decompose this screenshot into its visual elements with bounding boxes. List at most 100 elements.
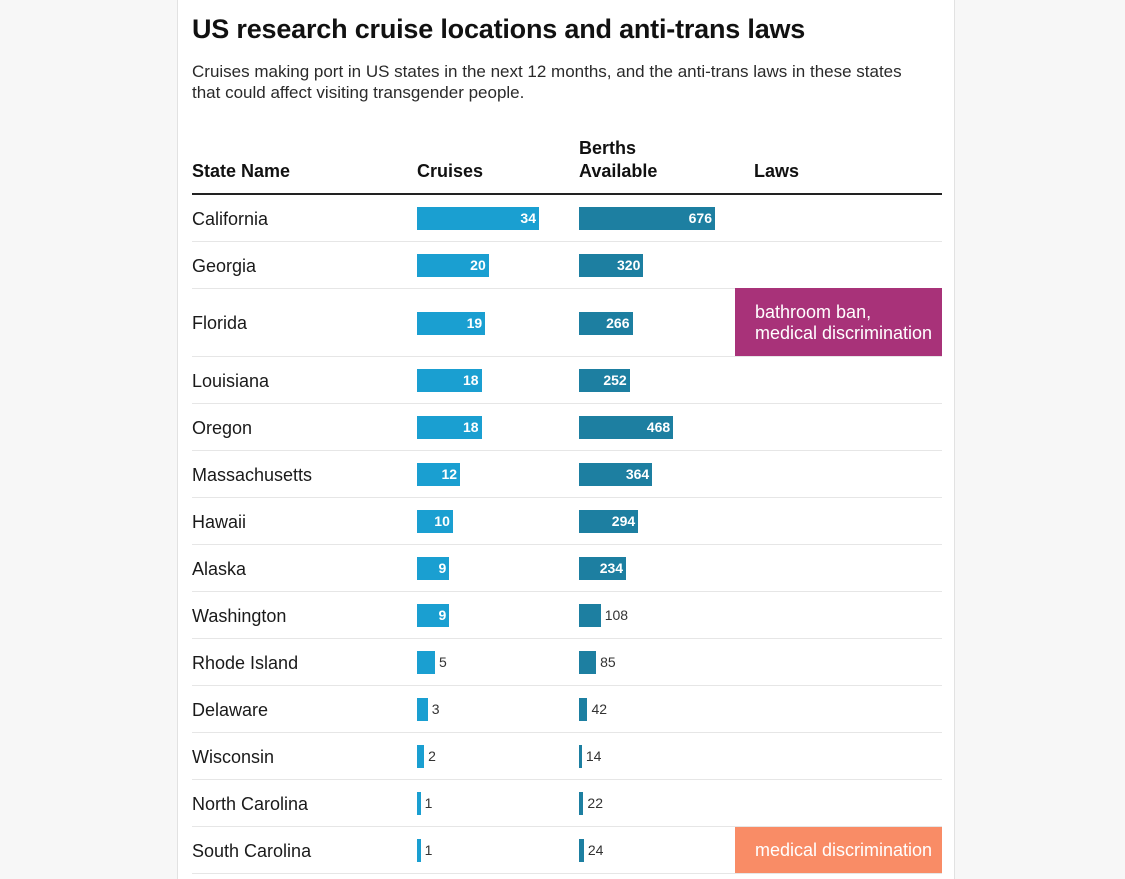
row-divider bbox=[192, 241, 942, 242]
row-divider bbox=[192, 288, 942, 289]
berths-bar bbox=[579, 463, 653, 486]
berths-value-label: 252 bbox=[603, 372, 627, 388]
berths-bar bbox=[579, 311, 633, 335]
row-divider bbox=[192, 779, 942, 780]
law-badge: medical discrimination bbox=[735, 827, 942, 874]
table-row: Georgia 20 320 bbox=[192, 242, 942, 289]
row-divider bbox=[192, 403, 942, 404]
table-row: Delaware 3 42 bbox=[192, 686, 942, 733]
berths-value-label: 108 bbox=[604, 607, 629, 623]
state-name: Louisiana bbox=[192, 370, 270, 391]
state-name: Hawaii bbox=[192, 511, 247, 532]
table-row: South Carolina 1 24 medical discrimination bbox=[192, 827, 942, 874]
table-row: North Carolina 1 22 bbox=[192, 780, 942, 827]
cruises-value-label: 34 bbox=[520, 210, 536, 226]
row-divider bbox=[192, 685, 942, 686]
berths-bar bbox=[579, 254, 644, 277]
berths-bar bbox=[579, 698, 588, 721]
state-name: Massachusetts bbox=[192, 464, 313, 485]
cruises-value-label: 19 bbox=[466, 314, 483, 331]
cruises-bar bbox=[417, 416, 482, 439]
berths-value-label: 320 bbox=[617, 257, 641, 273]
table-row: Florida 19 266 bathroom ban, medical discrim… bbox=[192, 288, 942, 357]
cruises-value-label: 1 bbox=[424, 795, 433, 811]
berths-bar bbox=[579, 510, 639, 533]
cruises-bar bbox=[417, 604, 450, 627]
cruises-bar bbox=[417, 510, 453, 533]
state-name: Delaware bbox=[192, 699, 269, 720]
column-header-cruises: Cruises bbox=[417, 161, 484, 181]
column-header-berths: Berths Available bbox=[579, 137, 657, 183]
berths-bar bbox=[579, 604, 601, 627]
cruises-value-label: 18 bbox=[463, 419, 479, 435]
berths-value-label: 42 bbox=[591, 701, 608, 717]
state-name: North Carolina bbox=[192, 793, 309, 814]
cruises-bar bbox=[417, 792, 421, 815]
column-header-berths-line1: Berths bbox=[579, 138, 637, 158]
cruises-value-label: 9 bbox=[438, 560, 447, 576]
table-row: Washington 9 108 bbox=[192, 592, 942, 639]
law-badge-text: bathroom ban, medical discrimination bbox=[755, 301, 933, 343]
berths-value-label: 234 bbox=[599, 560, 624, 576]
state-name: Rhode Island bbox=[192, 652, 299, 673]
row-divider bbox=[192, 497, 942, 498]
state-name: Oregon bbox=[192, 417, 253, 438]
cruises-value-label: 9 bbox=[438, 607, 447, 623]
cruises-value-label: 18 bbox=[463, 372, 479, 388]
cruises-bar bbox=[417, 207, 539, 230]
berths-bar bbox=[579, 416, 674, 439]
table-row: Rhode Island 5 85 bbox=[192, 639, 942, 686]
header-divider bbox=[192, 193, 942, 195]
berths-value-label: 266 bbox=[606, 314, 630, 331]
column-header-laws: Laws bbox=[754, 161, 800, 181]
cruises-bar bbox=[417, 557, 450, 580]
cruises-value-label: 1 bbox=[424, 842, 433, 858]
berths-value-label: 676 bbox=[688, 210, 712, 226]
row-divider bbox=[192, 873, 942, 874]
law-badge: bathroom ban, medical discrimination bbox=[735, 288, 942, 357]
cruises-value-label: 10 bbox=[434, 513, 450, 529]
table-row: Louisiana 18 252 bbox=[192, 357, 942, 404]
row-divider bbox=[192, 638, 942, 639]
berths-value-label: 24 bbox=[587, 842, 604, 858]
state-name: California bbox=[192, 208, 269, 229]
berths-value-label: 22 bbox=[587, 795, 603, 811]
state-name: South Carolina bbox=[192, 840, 312, 861]
berths-bar bbox=[579, 745, 582, 768]
state-name: Washington bbox=[192, 605, 287, 626]
cruises-bar bbox=[417, 651, 435, 674]
cruises-bar bbox=[417, 254, 489, 277]
cruises-bar bbox=[417, 369, 482, 392]
berths-value-label: 294 bbox=[611, 513, 636, 529]
column-header-berths-line2: Available bbox=[579, 161, 658, 181]
state-name: Wisconsin bbox=[192, 746, 275, 767]
cruises-bar bbox=[417, 839, 421, 862]
berths-bar bbox=[579, 839, 584, 862]
row-divider bbox=[192, 591, 942, 592]
state-name: Alaska bbox=[192, 558, 247, 579]
table-row: Wisconsin 2 14 bbox=[192, 733, 942, 780]
row-divider bbox=[192, 544, 942, 545]
berths-value-label: 14 bbox=[585, 748, 602, 764]
row-divider bbox=[192, 356, 942, 357]
cruises-bar bbox=[417, 698, 428, 721]
cruises-value-label: 20 bbox=[470, 257, 486, 273]
table-row: California 34 676 bbox=[192, 195, 942, 242]
berths-bar bbox=[579, 369, 630, 392]
table-row: Oregon 18 468 bbox=[192, 404, 942, 451]
table-row: Massachusetts 12 364 bbox=[192, 451, 942, 498]
berths-bar bbox=[579, 207, 715, 230]
cruises-bar bbox=[417, 745, 425, 768]
cruises-value-label: 5 bbox=[438, 654, 447, 670]
row-divider bbox=[192, 450, 942, 451]
row-divider bbox=[192, 732, 942, 733]
berths-value-label: 85 bbox=[600, 654, 616, 670]
cruises-value-label: 2 bbox=[428, 748, 436, 764]
row-divider bbox=[192, 826, 942, 827]
chart-card: US research cruise locations and anti-tr… bbox=[177, 0, 955, 879]
chart-title: US research cruise locations and anti-tr… bbox=[192, 14, 806, 44]
berths-value-label: 364 bbox=[625, 466, 650, 482]
cruises-bar bbox=[417, 463, 461, 486]
berths-value-label: 468 bbox=[646, 419, 671, 435]
cruises-value-label: 3 bbox=[431, 701, 440, 717]
